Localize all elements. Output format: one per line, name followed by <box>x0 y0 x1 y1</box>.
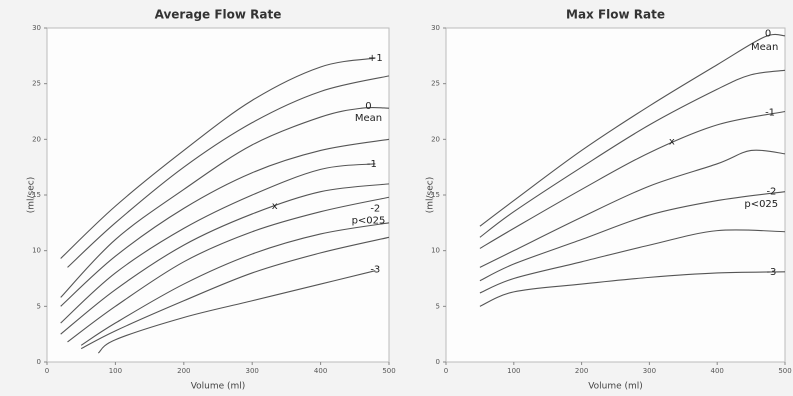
plot-area <box>46 27 390 363</box>
y-tick-label: 25 <box>431 80 440 88</box>
y-tick-label: 5 <box>436 302 440 310</box>
y-tick-label: 5 <box>37 302 41 310</box>
curve <box>67 75 390 268</box>
annotation: p<025 <box>744 199 778 210</box>
annotation: -2 <box>370 203 380 214</box>
curve <box>479 149 786 268</box>
x-tick-label: 200 <box>575 367 588 375</box>
curve <box>60 138 390 307</box>
annotation: Mean <box>751 42 778 53</box>
curve <box>479 191 786 282</box>
y-tick-label: 15 <box>32 191 41 199</box>
x-tick-label: 500 <box>778 367 791 375</box>
curve <box>60 106 390 298</box>
x-tick-label: 200 <box>177 367 190 375</box>
x-tick-label: 300 <box>246 367 259 375</box>
y-tick-label: 0 <box>37 358 41 366</box>
x-tick-label: 400 <box>711 367 724 375</box>
x-tick-label: 0 <box>444 367 448 375</box>
chart-title: Max Flow Rate <box>566 8 665 22</box>
curve <box>80 236 390 350</box>
y-tick-label: 10 <box>431 247 440 255</box>
curve <box>60 163 376 324</box>
chart-title: Average Flow Rate <box>155 8 282 22</box>
annotation: 0 <box>365 101 371 112</box>
curve <box>80 222 390 346</box>
curve <box>479 110 786 249</box>
annotation: x <box>272 201 278 212</box>
annotation: 0 <box>765 29 771 40</box>
y-tick-label: 25 <box>32 80 41 88</box>
curve <box>60 183 390 335</box>
x-axis-label: Volume (ml) <box>191 382 246 392</box>
curve <box>479 271 786 307</box>
x-tick-label: 400 <box>314 367 327 375</box>
y-tick-label: 30 <box>32 24 41 32</box>
y-tick-label: 30 <box>431 24 440 32</box>
y-tick-label: 20 <box>32 135 41 143</box>
x-axis-label: Volume (ml) <box>588 382 643 392</box>
x-tick-label: 500 <box>382 367 395 375</box>
y-tick-label: 20 <box>431 135 440 143</box>
curve <box>97 270 376 354</box>
curve <box>479 229 786 294</box>
annotation: -1 <box>367 159 377 170</box>
x-tick-label: 100 <box>507 367 520 375</box>
x-tick-label: 100 <box>109 367 122 375</box>
annotation: x <box>669 137 675 148</box>
x-tick-label: 0 <box>45 367 49 375</box>
annotation: +1 <box>368 53 383 64</box>
y-axis-label: (ml/sec) <box>426 177 436 214</box>
y-tick-label: 15 <box>431 191 440 199</box>
annotation: -3 <box>370 265 380 276</box>
annotation: -3 <box>766 267 776 278</box>
x-tick-label: 300 <box>643 367 656 375</box>
curve <box>60 57 376 259</box>
curve <box>479 33 786 227</box>
annotation: Mean <box>355 113 382 124</box>
curve <box>67 196 390 343</box>
y-axis-label: (ml/sec) <box>27 177 37 214</box>
y-tick-label: 0 <box>436 358 440 366</box>
plot-area <box>445 27 786 363</box>
annotation: -1 <box>765 108 775 119</box>
annotation: p<025 <box>352 216 386 227</box>
y-tick-label: 10 <box>32 247 41 255</box>
curve <box>479 69 786 238</box>
annotation: -2 <box>766 187 776 198</box>
